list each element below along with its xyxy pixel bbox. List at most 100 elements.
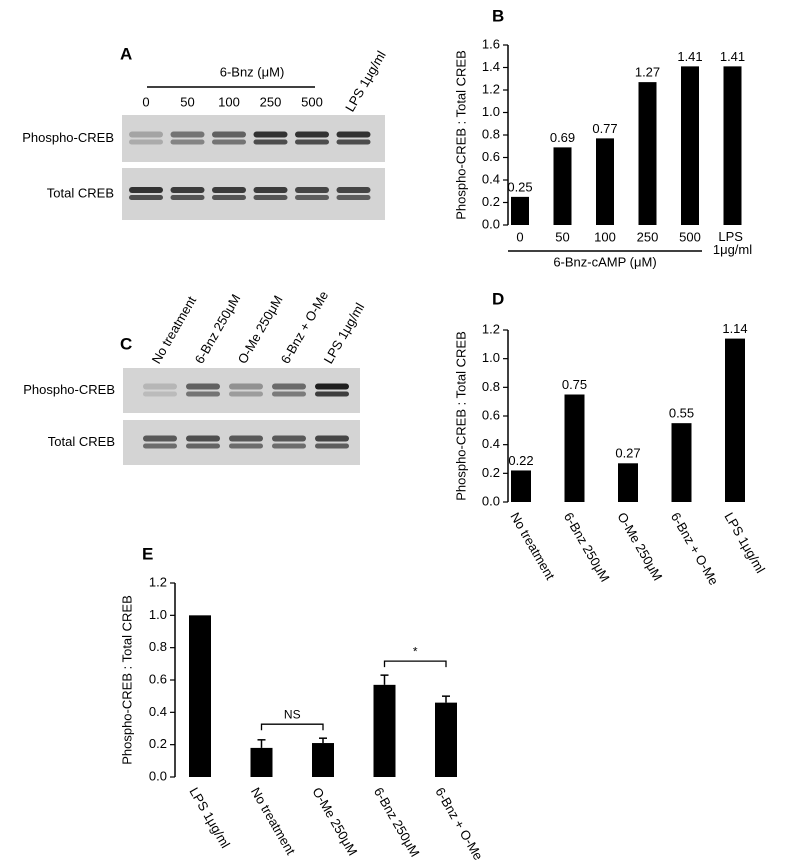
blot-band (253, 187, 288, 193)
blot-band (212, 131, 246, 138)
lane-label: LPS 1μg/ml (321, 300, 368, 366)
blot-band (143, 391, 177, 397)
blot-band (170, 131, 205, 138)
blot-band (272, 383, 306, 390)
significance-bracket (383, 660, 447, 668)
lane-label: O-Me 250μM (235, 293, 286, 366)
value-label: 1.14 (722, 321, 747, 336)
panel-label: E (142, 544, 153, 563)
blot-band (295, 131, 329, 138)
bar (511, 196, 529, 225)
bar (250, 747, 273, 777)
blot-band (143, 383, 177, 390)
blot-band (229, 435, 263, 442)
y-tick-label: 0.6 (482, 149, 500, 164)
y-tick-label: 1.0 (149, 607, 167, 622)
y-tick-label: 1.2 (482, 81, 500, 96)
blot-band (295, 187, 329, 193)
x-tick-label: 6-Bnz 250μM (561, 510, 613, 585)
x-tick-label: O-Me 250μM (309, 785, 360, 858)
bar (681, 66, 699, 225)
blot-header: 6-Bnz (μM) (220, 64, 285, 79)
blot-band (253, 131, 288, 138)
blot-band (212, 139, 246, 145)
row-label: Total CREB (47, 185, 114, 200)
blot-band (315, 391, 349, 397)
lane-label: 250 (260, 94, 282, 109)
lane-label: LPS 1μg/ml (342, 48, 389, 114)
y-tick-label: 0.0 (482, 493, 500, 508)
blot-band (295, 139, 329, 145)
y-tick-label: 0.2 (482, 465, 500, 480)
blot-band (229, 383, 263, 390)
blot-band (129, 139, 163, 145)
x-tick-label: 6-Bnz + O-Me (432, 785, 486, 863)
value-label: 0.27 (615, 446, 640, 461)
row-label: Phospho-CREB (22, 130, 114, 145)
y-tick-label: 0.4 (482, 436, 500, 451)
x-tick-label: LPS 1μg/ml (186, 785, 233, 851)
blot-band (186, 435, 220, 442)
value-label: 1.41 (677, 49, 702, 64)
significance-label: * (413, 644, 418, 658)
value-label: 0.69 (550, 130, 575, 145)
y-tick-label: 1.4 (482, 59, 500, 74)
bar (671, 423, 692, 502)
y-tick-label: 0.8 (482, 126, 500, 141)
blot-band (272, 391, 306, 397)
bar (723, 66, 742, 225)
value-label: 1.41 (720, 49, 745, 64)
panel-label: A (120, 44, 132, 63)
y-tick-label: 0.4 (482, 171, 500, 186)
bar (596, 138, 614, 225)
lane-label: 0 (142, 94, 149, 109)
row-label: Total CREB (48, 434, 115, 449)
blot-band (186, 443, 220, 449)
blot-band (143, 435, 177, 442)
blot-band (272, 435, 306, 442)
bar (435, 702, 457, 777)
y-tick-label: 1.2 (149, 574, 167, 589)
blot-band (336, 131, 371, 138)
bar (725, 338, 745, 502)
bar (312, 743, 334, 777)
blot-band (212, 195, 246, 200)
blot-background (123, 368, 360, 413)
bar (553, 147, 572, 225)
x-tick-label: 50 (555, 229, 569, 244)
y-tick-label: 0.2 (482, 194, 500, 209)
value-label: 0.55 (669, 406, 694, 421)
blot-band (212, 187, 246, 193)
value-label: 0.77 (592, 121, 617, 136)
y-tick-label: 0.0 (482, 216, 500, 231)
x-tick-label: LPS 1μg/ml (713, 229, 752, 257)
significance-bracket (260, 723, 324, 731)
x-axis-label: 6-Bnz-cAMP (μM) (553, 254, 656, 269)
value-label: 1.27 (635, 65, 660, 80)
y-tick-label: 0.8 (149, 639, 167, 654)
y-tick-label: 1.6 (482, 36, 500, 51)
blot-band (129, 131, 163, 138)
value-label: 0.25 (507, 179, 532, 194)
blot-band (143, 443, 177, 449)
bar (373, 684, 396, 777)
blot-band (295, 195, 329, 200)
blot-band (229, 391, 263, 397)
y-axis-label: Phospho-CREB : Total CREB (119, 595, 134, 765)
blot-band (170, 187, 205, 193)
lane-label: No treatment (149, 293, 200, 366)
blot-band (253, 195, 288, 200)
bar (189, 615, 211, 777)
lane-label: 50 (180, 94, 194, 109)
blot-background (122, 168, 385, 220)
blot-background (122, 115, 385, 162)
blot-band (129, 187, 163, 193)
y-tick-label: 0.6 (149, 671, 167, 686)
bar (564, 394, 585, 502)
y-tick-label: 0.4 (149, 704, 167, 719)
x-tick-label: O-Me 250μM (614, 510, 665, 583)
lane-label: 100 (218, 94, 240, 109)
panel-label: D (492, 289, 504, 308)
bar (638, 82, 657, 225)
value-label: 0.22 (508, 453, 533, 468)
